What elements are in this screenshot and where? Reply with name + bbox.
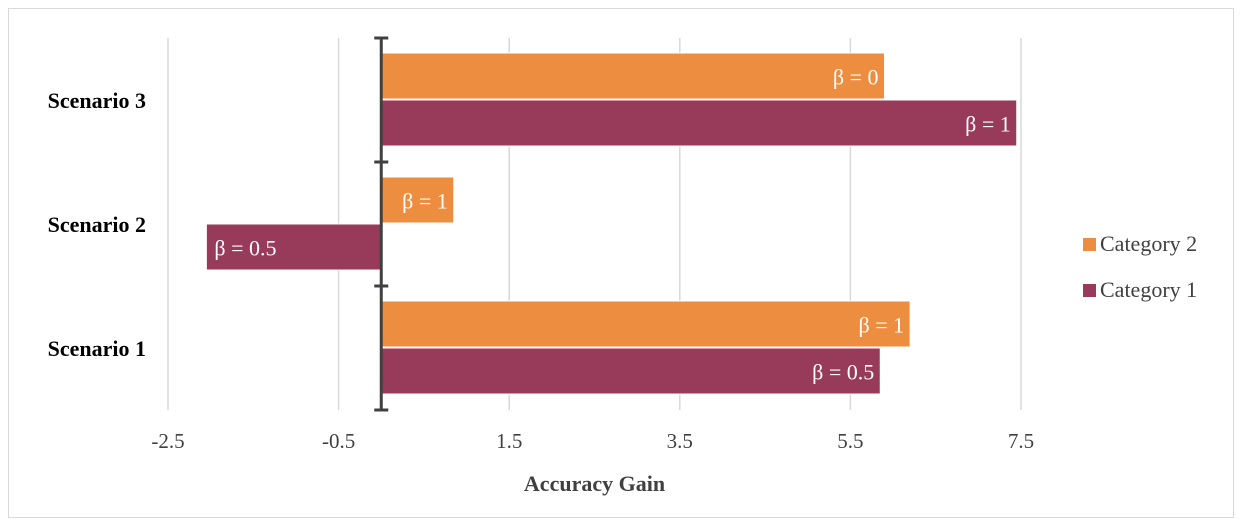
category-label-scenario-1: Scenario 1 (48, 336, 146, 361)
x-tick-label: 5.5 (837, 429, 863, 453)
legend-label-category-2: Category 2 (1100, 231, 1197, 256)
data-label: β = 1 (402, 189, 448, 214)
legend-swatch-category-2 (1083, 238, 1096, 251)
x-tick-label: 1.5 (496, 429, 522, 453)
data-label: β = 0.5 (214, 236, 276, 261)
x-tick-label: 7.5 (1008, 429, 1034, 453)
legend-swatch-category-1 (1083, 284, 1096, 297)
data-label: β = 1 (859, 313, 905, 338)
data-label: β = 1 (965, 112, 1011, 137)
legend: Category 2 Category 1 (1083, 231, 1197, 302)
bar-category-2-scenario-3 (380, 52, 886, 100)
bar-category-1-scenario-1 (380, 347, 881, 395)
bar-category-1-scenario-3 (380, 99, 1018, 147)
x-tick-label: -2.5 (151, 429, 184, 453)
category-label-scenario-3: Scenario 3 (48, 88, 146, 113)
x-tick-label: 3.5 (667, 429, 693, 453)
category-axis (374, 36, 389, 412)
labels: -2.5 -0.5 1.5 3.5 5.5 7.5 β = 1 β = 0.5 Scenario… (48, 65, 1035, 497)
x-tick-label: -0.5 (322, 429, 355, 453)
bar-category-2-scenario-1 (380, 300, 911, 348)
data-label: β = 0 (833, 65, 879, 90)
x-axis-title: Accuracy Gain (524, 471, 665, 496)
data-label: β = 0.5 (812, 360, 874, 385)
category-label-scenario-2: Scenario 2 (48, 212, 146, 237)
legend-label-category-1: Category 1 (1100, 277, 1197, 302)
bars (205, 52, 1018, 395)
